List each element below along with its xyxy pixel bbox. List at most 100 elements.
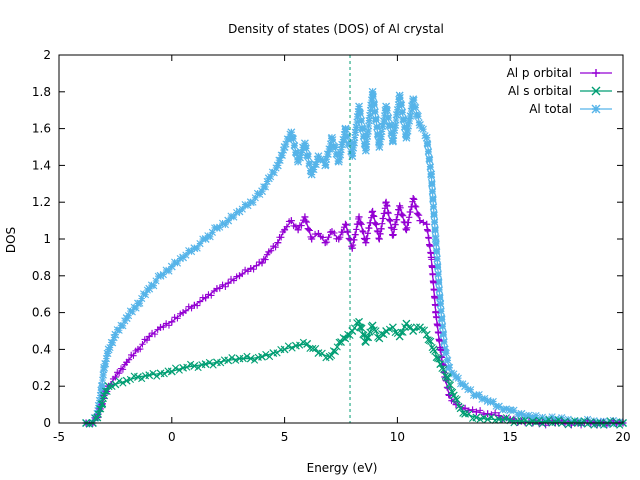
data-point <box>251 194 259 202</box>
data-point <box>472 391 481 400</box>
data-point <box>108 382 116 390</box>
data-point <box>439 331 448 339</box>
data-point <box>258 187 266 196</box>
data-point <box>528 413 537 422</box>
data-point <box>352 123 361 131</box>
data-point <box>395 96 403 104</box>
data-point <box>173 259 182 267</box>
data-point <box>378 330 386 338</box>
data-point <box>452 373 461 381</box>
data-point <box>310 165 318 174</box>
data-point <box>407 112 415 120</box>
data-point <box>130 352 137 359</box>
data-point <box>410 96 418 104</box>
data-point <box>325 233 332 241</box>
data-point <box>384 202 391 210</box>
data-point <box>165 322 173 329</box>
data-point <box>434 322 441 329</box>
data-point <box>196 240 204 248</box>
data-point <box>185 303 192 310</box>
data-point <box>430 211 438 219</box>
data-point <box>216 223 224 231</box>
data-point <box>359 125 367 134</box>
data-point <box>353 226 360 233</box>
data-point <box>380 112 389 120</box>
data-point <box>205 358 213 366</box>
data-point <box>337 338 345 346</box>
data-point <box>267 173 275 181</box>
data-point <box>407 323 415 332</box>
legend-label: Al total <box>529 102 572 116</box>
data-point <box>430 279 437 286</box>
data-point <box>491 409 499 417</box>
data-point <box>160 323 167 331</box>
data-point <box>356 110 365 118</box>
data-point <box>514 411 522 419</box>
data-point <box>525 411 533 419</box>
data-point <box>368 87 377 96</box>
data-point <box>294 157 303 166</box>
data-point <box>373 123 381 132</box>
data-point <box>182 307 190 314</box>
data-point <box>433 248 441 256</box>
data-point <box>194 363 202 372</box>
data-point <box>306 160 314 168</box>
data-point <box>368 96 376 104</box>
data-point <box>349 144 358 152</box>
x-tick-label: 0 <box>168 430 176 444</box>
plot-frame <box>58 54 624 424</box>
data-point <box>258 352 266 361</box>
data-point <box>370 212 377 219</box>
data-point <box>204 232 212 240</box>
legend: Al p orbital Al s orbital Al total <box>507 66 612 116</box>
data-point <box>346 331 354 339</box>
data-point <box>364 334 373 342</box>
data-point <box>167 262 176 271</box>
plot-series <box>82 87 627 429</box>
data-point <box>432 302 439 309</box>
data-point <box>361 146 370 155</box>
data-point <box>391 226 398 233</box>
data-point <box>329 136 337 144</box>
data-point <box>376 138 384 146</box>
data-point <box>94 410 103 418</box>
data-point <box>201 235 210 243</box>
data-point <box>385 216 393 223</box>
data-point <box>137 345 144 353</box>
data-point <box>344 133 352 141</box>
data-point <box>308 235 316 243</box>
data-point <box>440 365 448 374</box>
data-point <box>124 312 133 320</box>
y-tick-label: 2 <box>43 48 51 62</box>
y-tick-label: 1.4 <box>32 158 51 172</box>
data-point <box>431 235 440 243</box>
data-point <box>542 418 550 426</box>
data-point <box>405 219 412 226</box>
data-point <box>125 356 133 363</box>
data-point <box>238 205 246 213</box>
data-point <box>480 414 488 422</box>
data-point <box>276 156 284 164</box>
data-point <box>397 204 404 211</box>
series-al-s-orbital <box>82 317 627 429</box>
data-point <box>386 217 394 224</box>
data-point <box>171 364 180 372</box>
data-point <box>419 125 427 133</box>
data-point <box>517 409 526 418</box>
data-point <box>165 267 173 275</box>
data-point <box>336 233 344 241</box>
data-point <box>262 256 269 263</box>
data-point <box>422 133 431 142</box>
data-point <box>303 218 311 226</box>
data-point <box>400 116 408 125</box>
data-point <box>244 268 252 275</box>
data-point <box>502 414 511 422</box>
data-point <box>404 127 412 135</box>
data-point <box>119 322 127 330</box>
data-point <box>397 328 405 336</box>
data-point <box>228 354 236 362</box>
y-tick-label: 0.6 <box>32 306 51 320</box>
data-point <box>326 145 334 153</box>
x-tick-label: 20 <box>615 430 630 444</box>
data-point <box>328 133 336 142</box>
